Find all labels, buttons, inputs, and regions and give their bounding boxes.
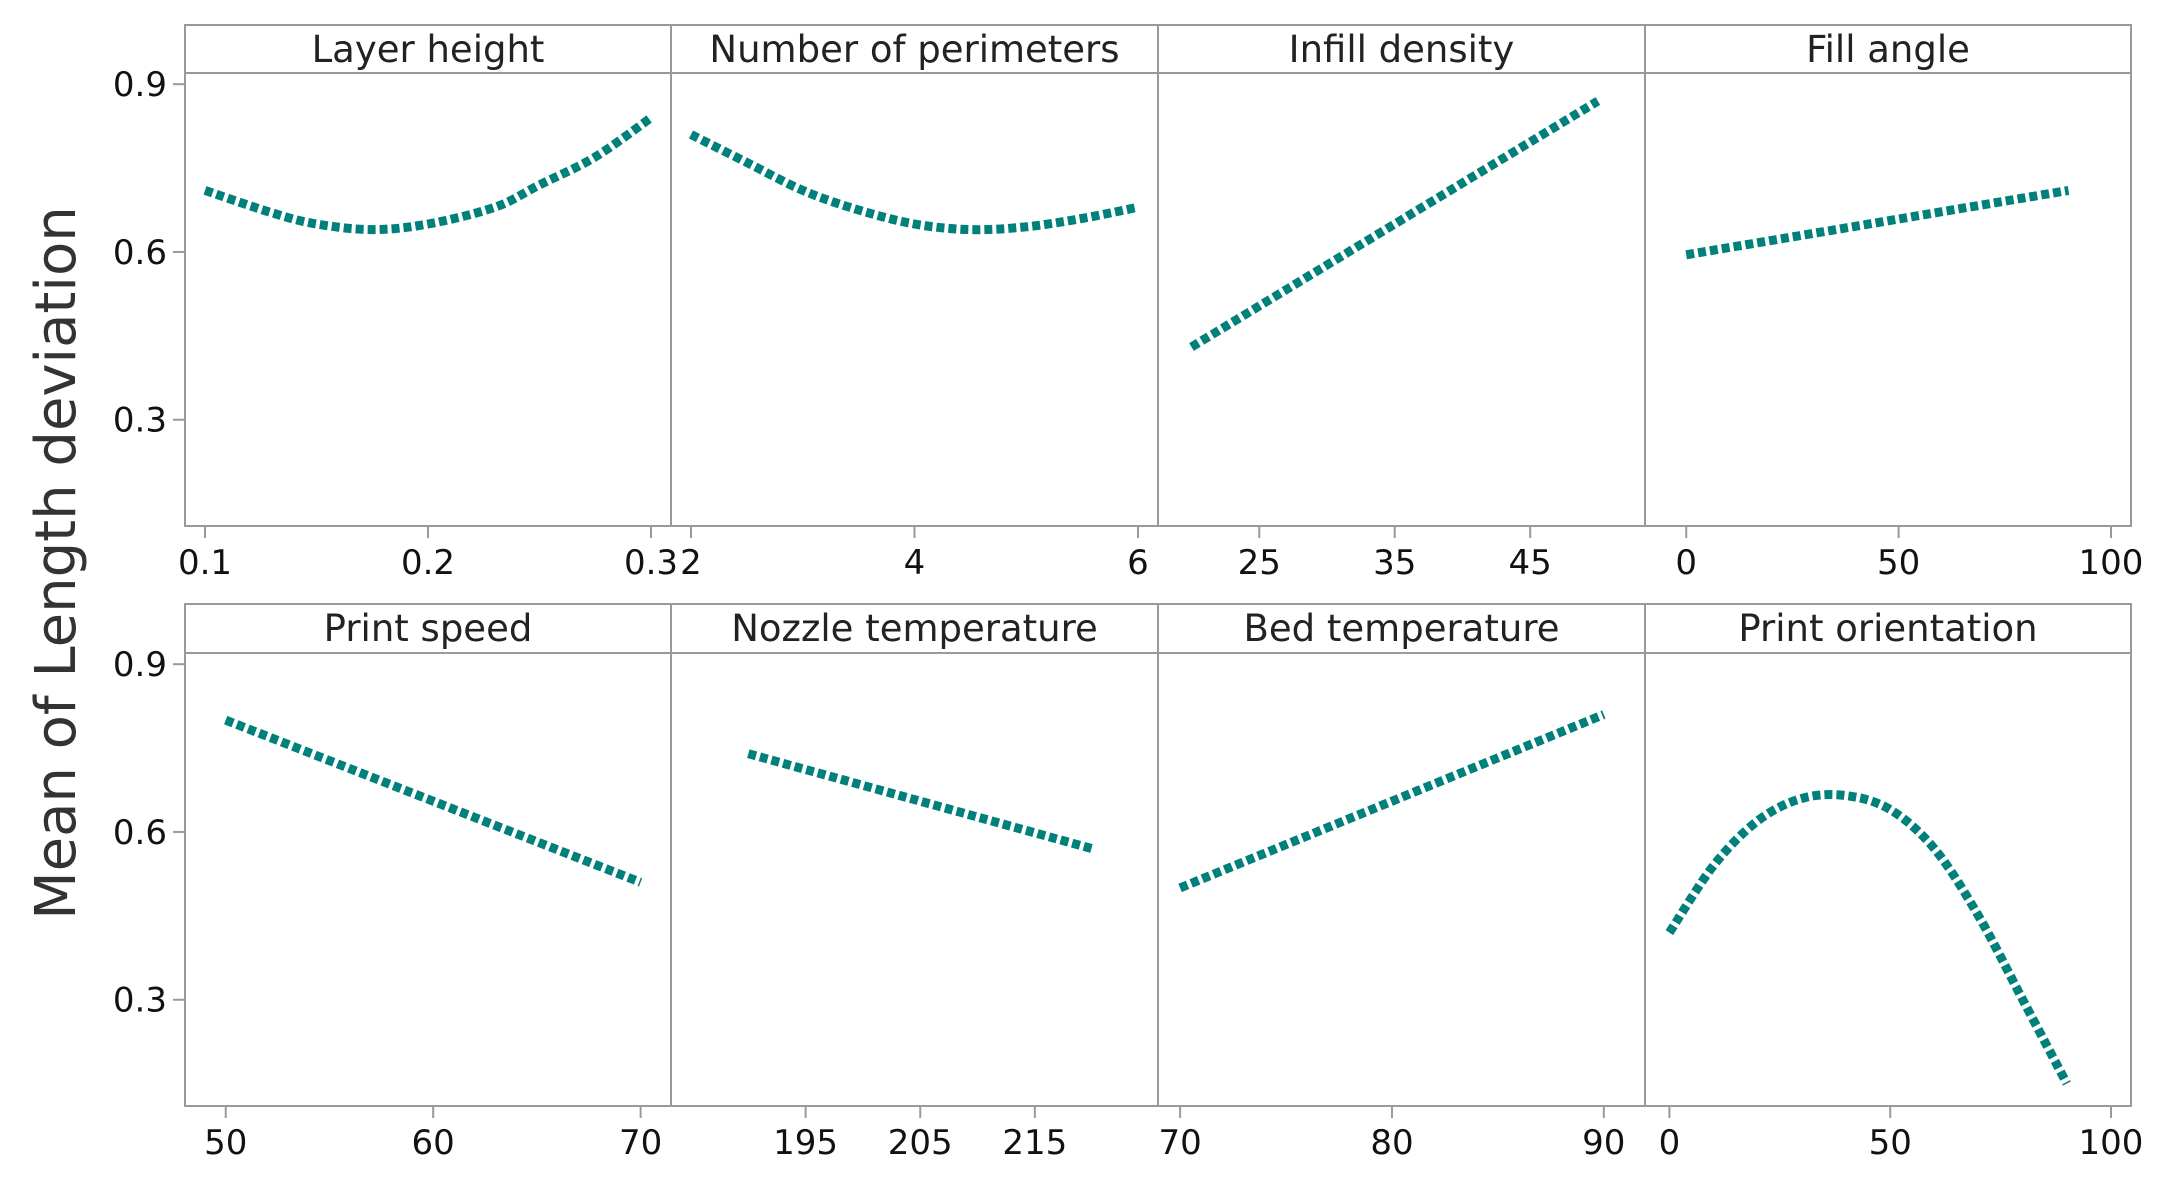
x-tick-label: 80 (1370, 1123, 1413, 1163)
x-tick-label: 70 (619, 1123, 662, 1163)
series-line (224, 715, 643, 887)
x-tick-label: 90 (1582, 1123, 1625, 1163)
panel-title: Fill angle (1806, 28, 1970, 71)
x-tick-label: 100 (2079, 543, 2144, 583)
x-tick-label: 50 (1869, 1123, 1912, 1163)
x-tick-label: 45 (1509, 543, 1552, 583)
panel-title: Layer height (312, 28, 545, 71)
series-line (1189, 97, 1601, 351)
y-axis-title: Mean of Length deviation (24, 206, 89, 919)
series-line (1178, 710, 1606, 893)
x-tick-label: 50 (204, 1123, 247, 1163)
panel-frame (1157, 24, 1646, 527)
panel: Nozzle temperature 195 205 215 (670, 603, 1159, 1163)
x-tick-label: 0.2 (401, 543, 455, 583)
x-tick-label: 25 (1238, 543, 1281, 583)
x-tick-label: 215 (1002, 1123, 1067, 1163)
panel-frame (184, 24, 672, 527)
x-tick-label: 0 (1675, 543, 1697, 583)
y-tick-label: 0.3 (113, 981, 167, 1021)
panel: Infill density 25 35 45 (1157, 24, 1646, 583)
x-tick-label: 0 (1659, 1123, 1681, 1163)
panel: Layer height 0.1 0.2 0.3 (178, 24, 678, 583)
panel-title: Nozzle temperature (731, 607, 1098, 650)
panel-frame (670, 603, 1159, 1107)
panel-frame (184, 603, 672, 1107)
panel: Print orientation 0 50 100 (1644, 603, 2144, 1163)
y-tick-label: 0.3 (113, 401, 167, 441)
x-tick-label: 0.3 (624, 543, 678, 583)
panel-title: Bed temperature (1244, 607, 1560, 650)
series-line (1685, 185, 2070, 260)
panel-frame (1644, 24, 2132, 527)
x-tick-label: 4 (904, 543, 926, 583)
x-tick-label: 60 (412, 1123, 455, 1163)
y-tick-label: 0.6 (113, 233, 167, 273)
panel-frame (1644, 603, 2132, 1107)
series-line (688, 130, 1139, 235)
panel-title: Print orientation (1738, 607, 2037, 650)
panel: Bed temperature 70 80 90 (1157, 603, 1646, 1163)
x-tick-label: 35 (1373, 543, 1416, 583)
x-tick-label: 2 (680, 543, 702, 583)
x-tick-label: 100 (2079, 1123, 2144, 1163)
panel-title: Infill density (1289, 28, 1515, 71)
panel-title: Print speed (324, 607, 533, 650)
y-tick-label: 0.9 (113, 645, 167, 685)
panel: Print speed 50 60 70 (184, 603, 672, 1163)
x-tick-label: 195 (773, 1123, 838, 1163)
y-tick-label: 0.6 (113, 813, 167, 853)
x-tick-label: 50 (1877, 543, 1920, 583)
x-tick-label: 205 (888, 1123, 953, 1163)
x-tick-label: 6 (1127, 543, 1149, 583)
panel: Number of perimeters 2 4 6 (670, 24, 1159, 583)
series-line (1665, 790, 2071, 1086)
panel-frame (670, 24, 1159, 527)
panel-title: Number of perimeters (709, 28, 1119, 71)
series-line (747, 749, 1094, 854)
panel-frame (1157, 603, 1646, 1107)
y-tick-label: 0.9 (113, 65, 167, 105)
x-tick-label: 0.1 (178, 543, 232, 583)
series-line (203, 114, 654, 235)
x-tick-label: 70 (1158, 1123, 1201, 1163)
panel: Fill angle 0 50 100 (1644, 24, 2144, 583)
